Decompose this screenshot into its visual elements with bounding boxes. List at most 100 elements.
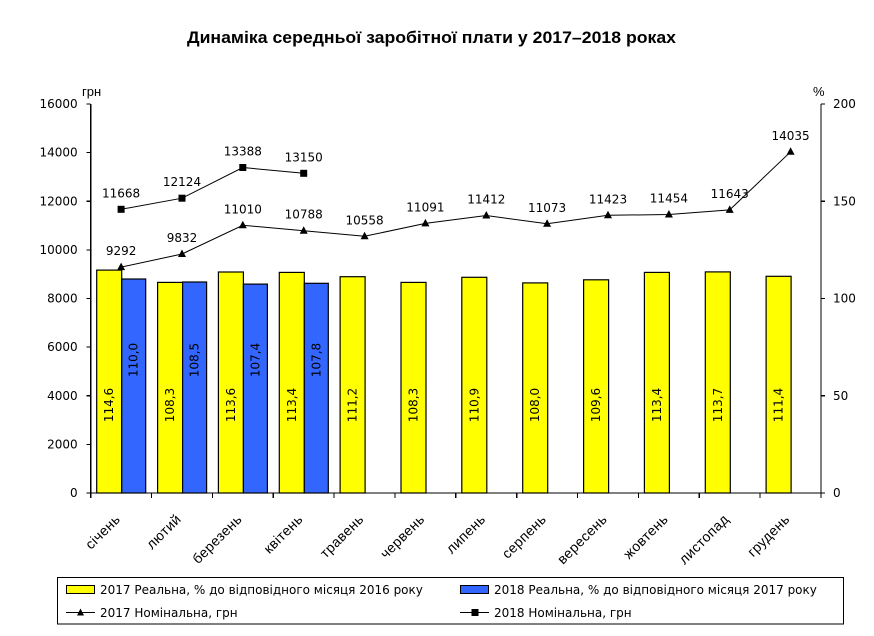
- triangle-marker: [664, 210, 673, 218]
- legend-label-2018-nominal: 2018 Номінальна, грн: [494, 606, 632, 620]
- bar-value-label: 108,5: [188, 343, 202, 377]
- square-marker: [178, 194, 186, 202]
- line-value-label: 9832: [167, 231, 198, 245]
- left-y-tick-label: 6000: [47, 340, 78, 354]
- square-marker-icon: [471, 609, 479, 616]
- line-value-label: 11423: [589, 192, 627, 206]
- line-value-label: 11668: [102, 186, 140, 200]
- bar-value-label: 107,8: [309, 343, 323, 377]
- line-value-label: 11454: [650, 192, 688, 206]
- line-2018-nominal: [121, 166, 304, 210]
- bar-2017-4: [278, 271, 305, 494]
- bar-2018-1: [121, 278, 147, 494]
- bar-2018-3: [242, 283, 268, 494]
- bar-2017-10: [643, 271, 671, 494]
- bar-2017-3: [217, 271, 244, 494]
- line-series-group: [117, 147, 795, 271]
- bar-value-label: 114,6: [102, 388, 116, 422]
- left-axis-unit-label: грн: [82, 84, 101, 99]
- line-value-label: 10788: [285, 208, 323, 222]
- bar-value-label: 107,4: [248, 343, 262, 377]
- legend-item-2017-nominal: 2017 Номінальна, грн: [66, 606, 238, 620]
- triangle-marker: [117, 262, 126, 271]
- bar-value-label: 113,4: [650, 388, 664, 422]
- bar-2017-12: [765, 275, 792, 494]
- line-labels-group: 9292 9832 11010 10788 10558 11091 11412 11073 11…: [102, 129, 810, 258]
- bar-value-label: 113,6: [224, 388, 238, 422]
- bar-2017-5: [339, 276, 366, 494]
- bar-2017-9: [582, 279, 610, 494]
- legend-label-2018-real: 2018 Реальна, % до відповідного місяця 2…: [494, 583, 817, 597]
- bar-labels-group: 114,6 108,3 113,6 113,4 111,2 108,3 110,9 108,0…: [102, 343, 785, 422]
- square-marker: [300, 169, 308, 177]
- legend-label-2017-nominal: 2017 Номінальна, грн: [100, 606, 238, 620]
- bar-value-label: 108,0: [528, 388, 542, 422]
- bar-2017-7: [461, 276, 488, 494]
- triangle-marker-icon: [77, 608, 84, 616]
- triangle-marker: [543, 219, 552, 227]
- left-y-tick-label: 4000: [47, 389, 78, 403]
- bar-2017-2: [157, 281, 184, 494]
- line-value-label: 11010: [224, 202, 262, 216]
- bar-2017-8: [522, 282, 549, 494]
- square-marker: [117, 205, 125, 213]
- triangle-marker: [360, 231, 369, 240]
- bar-value-label: 111,2: [346, 388, 360, 422]
- triangle-marker: [482, 211, 491, 219]
- left-y-tick-label: 10000: [40, 243, 78, 257]
- bar-2018-4: [303, 282, 329, 494]
- left-y-tick-label: 8000: [47, 292, 78, 306]
- line-value-label: 11091: [406, 200, 444, 214]
- left-y-tick-label: 0: [70, 486, 78, 500]
- legend-swatch-2017-real: [66, 585, 95, 594]
- line-value-label: 11412: [467, 193, 505, 207]
- triangle-marker: [725, 205, 734, 213]
- line-value-label: 13388: [224, 145, 262, 159]
- triangle-marker: [421, 218, 430, 227]
- line-value-label: 12124: [163, 175, 201, 189]
- legend-label-2017-real: 2017 Реальна, % до відповідного місяця 2…: [100, 583, 423, 597]
- right-y-tick-label: 0: [833, 486, 841, 500]
- square-marker: [239, 164, 247, 171]
- bar-value-label: 108,3: [163, 388, 177, 422]
- line-value-label: 9292: [106, 244, 137, 258]
- bar-value-label: 109,6: [589, 388, 603, 422]
- bar-2018-2: [182, 281, 208, 494]
- triangle-marker: [238, 220, 247, 229]
- left-y-tick-label: 16000: [40, 97, 78, 111]
- bar-series-group: [96, 269, 792, 494]
- bar-value-label: 110,9: [467, 388, 481, 422]
- triangle-marker: [178, 249, 186, 257]
- bar-2017-11: [704, 271, 731, 494]
- bar-2017-1: [96, 269, 123, 494]
- right-y-tick-label: 150: [833, 194, 856, 208]
- legend: 2017 Реальна, % до відповідного місяця 2…: [57, 577, 844, 625]
- left-y-tick-label: 12000: [40, 194, 78, 208]
- triangle-marker: [604, 210, 612, 219]
- legend-swatch-2018-real: [460, 585, 489, 594]
- triangle-marker: [299, 226, 308, 234]
- right-y-tick-label: 50: [833, 389, 848, 403]
- left-y-tick-label: 14000: [40, 146, 78, 160]
- bar-value-label: 113,7: [711, 388, 725, 422]
- legend-item-2018-real: 2018 Реальна, % до відповідного місяця 2…: [460, 583, 817, 597]
- line-value-label: 11073: [528, 201, 566, 215]
- right-axis-unit-label: %: [813, 84, 825, 99]
- bar-value-label: 111,4: [772, 388, 786, 422]
- bar-value-label: 113,4: [285, 388, 299, 422]
- right-y-tick-label: 100: [833, 292, 856, 306]
- line-2017-nominal: [120, 151, 791, 268]
- right-y-tick-label: 200: [833, 97, 856, 111]
- left-y-tick-label: 2000: [47, 437, 78, 451]
- line-value-label: 13150: [285, 150, 323, 164]
- line-value-label: 10558: [346, 213, 384, 227]
- legend-box: [57, 577, 844, 625]
- legend-item-2018-nominal: 2018 Номінальна, грн: [460, 606, 632, 620]
- line-value-label: 11643: [711, 187, 749, 201]
- bar-2017-6: [400, 281, 427, 494]
- bar-value-label: 108,3: [407, 388, 421, 422]
- bar-value-label: 110,0: [127, 343, 141, 377]
- legend-item-2017-real: 2017 Реальна, % до відповідного місяця 2…: [66, 583, 423, 597]
- chart-title: Динаміка середньої заробітної плати у 20…: [187, 28, 677, 47]
